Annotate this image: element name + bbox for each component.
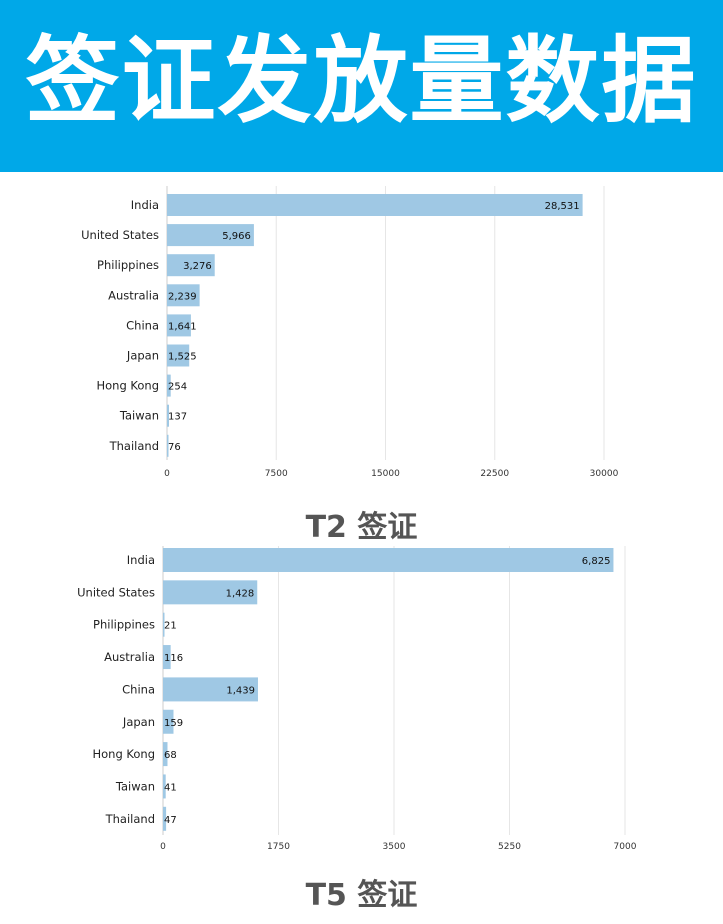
bar bbox=[167, 314, 191, 337]
x-tick-label: 0 bbox=[164, 469, 170, 479]
x-tick-label: 22500 bbox=[480, 469, 509, 479]
value-label: 1,428 bbox=[226, 588, 255, 599]
bar bbox=[163, 677, 258, 702]
bar bbox=[167, 434, 169, 457]
t2-chart-caption: T2 签证 bbox=[305, 510, 418, 545]
value-label: 5,966 bbox=[222, 231, 251, 242]
bar bbox=[167, 344, 190, 367]
bar bbox=[163, 774, 166, 799]
title-banner: 签证发放量数据 bbox=[0, 0, 723, 172]
x-tick-label: 3500 bbox=[383, 842, 406, 852]
x-tick-label: 7000 bbox=[614, 842, 637, 852]
category-label: Hong Kong bbox=[96, 379, 159, 393]
category-label: Thailand bbox=[109, 439, 159, 453]
value-label: 254 bbox=[168, 382, 187, 393]
x-tick-label: 7500 bbox=[265, 469, 288, 479]
category-label: Japan bbox=[126, 349, 159, 363]
t5-visa-chart: 0 1750 3500 5250 7000 India 6,825 United States… bbox=[77, 546, 637, 852]
category-label: India bbox=[131, 198, 159, 212]
value-label: 6,825 bbox=[582, 556, 611, 567]
value-label: 68 bbox=[164, 750, 177, 761]
category-label: Japan bbox=[122, 715, 155, 729]
t5-chart-caption: T5 签证 bbox=[305, 878, 418, 913]
bar bbox=[167, 374, 171, 397]
page-title: 签证发放量数据 bbox=[25, 27, 698, 136]
value-label: 3,276 bbox=[183, 261, 212, 272]
bar bbox=[163, 645, 171, 670]
category-label: Australia bbox=[104, 650, 155, 664]
x-tick-label: 5250 bbox=[498, 842, 521, 852]
value-label: 21 bbox=[164, 621, 177, 632]
bar bbox=[167, 254, 215, 277]
bar bbox=[163, 580, 258, 605]
bar bbox=[167, 404, 169, 427]
category-label: China bbox=[122, 682, 155, 696]
bar bbox=[163, 806, 167, 831]
bar bbox=[163, 709, 174, 734]
category-label: China bbox=[126, 318, 159, 332]
value-label: 41 bbox=[164, 782, 177, 793]
value-label: 28,531 bbox=[545, 201, 580, 212]
category-label: Hong Kong bbox=[92, 747, 155, 761]
category-label: Australia bbox=[108, 288, 159, 302]
category-label: United States bbox=[81, 228, 159, 242]
x-tick-label: 1750 bbox=[267, 842, 290, 852]
value-label: 1,525 bbox=[168, 352, 197, 363]
category-label: India bbox=[127, 553, 155, 567]
value-label: 47 bbox=[164, 815, 177, 826]
bar bbox=[167, 194, 583, 216]
bar bbox=[163, 612, 165, 637]
bar bbox=[163, 548, 614, 572]
bar bbox=[163, 742, 168, 767]
value-label: 76 bbox=[168, 442, 181, 453]
value-label: 1,439 bbox=[226, 685, 255, 696]
x-tick-label: 30000 bbox=[590, 469, 619, 479]
category-label: Taiwan bbox=[115, 779, 155, 793]
value-label: 159 bbox=[164, 718, 183, 729]
category-label: Philippines bbox=[97, 258, 159, 272]
x-tick-label: 0 bbox=[160, 842, 166, 852]
category-label: Thailand bbox=[105, 812, 155, 826]
bar bbox=[167, 284, 200, 307]
category-label: Philippines bbox=[93, 618, 155, 632]
t2-visa-chart: 0 7500 15000 22500 30000 India 28,531 United St… bbox=[81, 186, 619, 479]
value-label: 2,239 bbox=[168, 291, 197, 302]
category-label: United States bbox=[77, 585, 155, 599]
value-label: 1,641 bbox=[168, 321, 197, 332]
value-label: 137 bbox=[168, 412, 187, 423]
category-label: Taiwan bbox=[119, 409, 159, 423]
bar bbox=[167, 224, 254, 247]
value-label: 116 bbox=[164, 653, 183, 664]
x-tick-label: 15000 bbox=[371, 469, 400, 479]
